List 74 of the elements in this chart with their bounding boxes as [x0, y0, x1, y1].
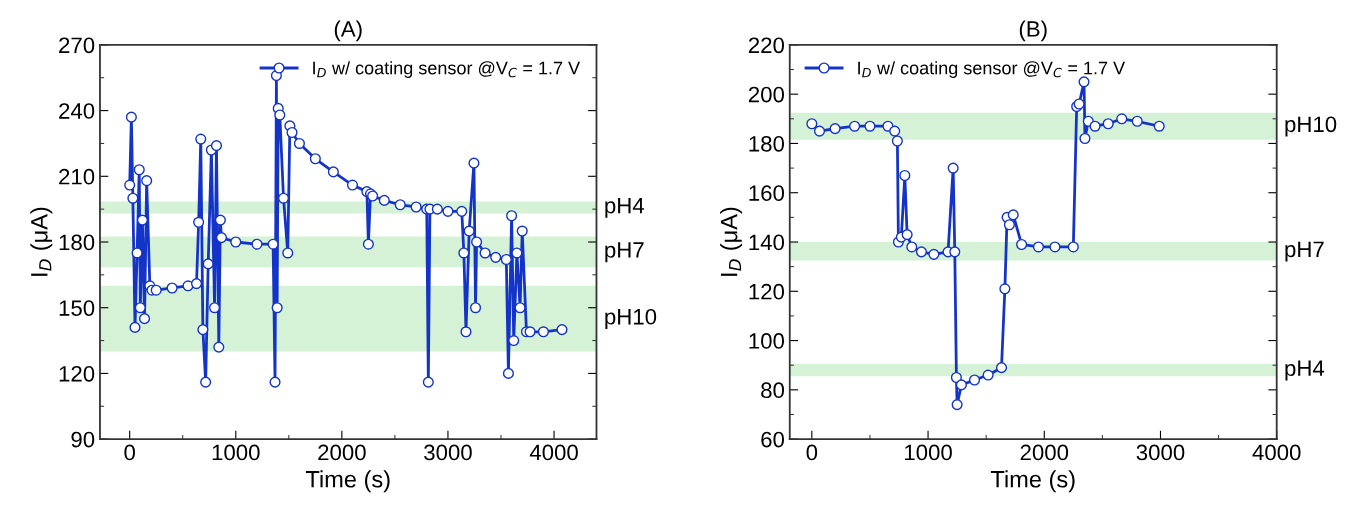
point [1007, 209, 1019, 221]
x-axis-title: Time (s) [990, 470, 1075, 493]
point [1116, 113, 1128, 125]
point [928, 248, 940, 260]
point [1102, 118, 1114, 130]
point [1067, 241, 1079, 253]
y-tick-label: 180 [59, 234, 95, 251]
point [1131, 115, 1143, 127]
y-tick-label: 210 [59, 168, 95, 185]
point [968, 374, 981, 386]
legend-label: I$_{D}$ w/ coating sensor @V$_{C}$ = 1.7 V [858, 61, 1126, 78]
y-tick-label: 100 [749, 333, 785, 349]
y-tick-label: 270 [59, 37, 95, 54]
point [829, 123, 841, 135]
band-label: pH7 [605, 242, 644, 263]
point [1089, 120, 1101, 132]
y-tick-label: 90 [71, 431, 95, 448]
point [1049, 241, 1061, 253]
x-tick-label: 4000 [529, 444, 578, 461]
point [949, 246, 961, 258]
point [995, 362, 1008, 374]
point [982, 369, 994, 381]
band-label: pH4 [1285, 360, 1325, 381]
point [849, 120, 861, 132]
band-label: pH10 [1285, 116, 1337, 137]
band-label: pH4 [605, 197, 645, 218]
point [813, 125, 826, 137]
x-tick-label: 3000 [424, 444, 472, 461]
point [1079, 132, 1091, 145]
y-axis-title: I$_{D}$ (μA) [30, 207, 53, 276]
point [915, 246, 927, 258]
point [806, 118, 818, 130]
point [1016, 238, 1028, 251]
chart-title: (B) [1019, 20, 1047, 42]
x-tick-label: 4000 [1252, 444, 1301, 461]
point [1153, 120, 1165, 132]
y-tick-label: 220 [748, 37, 785, 54]
y-tick-label: 120 [749, 283, 785, 300]
point [950, 371, 962, 384]
y-tick-label: 150 [59, 300, 95, 316]
y-tick-label: 200 [748, 86, 785, 103]
x-axis-title: Time (s) [305, 470, 390, 493]
x-tick-label: 1000 [212, 444, 260, 461]
x-tick-label: 1000 [905, 444, 952, 461]
band-label: pH10 [605, 308, 657, 330]
y-tick-label: 160 [749, 185, 785, 201]
point [947, 162, 959, 174]
point [1003, 219, 1015, 231]
x-tick-label: 2000 [318, 444, 366, 461]
point [891, 135, 903, 147]
legend-label: I$_{D}$ w/ coating sensor @V$_{C}$ = 1.7 V [313, 61, 581, 78]
point [1078, 76, 1090, 88]
y-axis-title: I$_{D}$ (μA) [720, 207, 743, 276]
x-tick-label: 3000 [1136, 444, 1185, 461]
y-tick-label: 60 [761, 431, 785, 448]
point [951, 399, 963, 411]
y-tick-label: 80 [761, 382, 785, 399]
y-tick-label: 120 [59, 365, 95, 382]
x-tick-label: 2000 [1020, 444, 1069, 461]
y-tick-label: 180 [749, 135, 785, 152]
point [901, 229, 913, 241]
band-label: pH7 [1285, 241, 1324, 262]
point [889, 125, 901, 137]
point [906, 241, 918, 253]
point [1032, 241, 1045, 253]
point [955, 379, 967, 391]
chart-title: (A) [334, 20, 362, 42]
point [899, 169, 911, 182]
point [864, 120, 876, 132]
y-tick-label: 240 [59, 103, 95, 119]
point [999, 283, 1011, 295]
x-tick-label: 0 [806, 444, 818, 461]
y-tick-label: 140 [749, 234, 785, 251]
x-tick-label: 0 [124, 444, 135, 461]
